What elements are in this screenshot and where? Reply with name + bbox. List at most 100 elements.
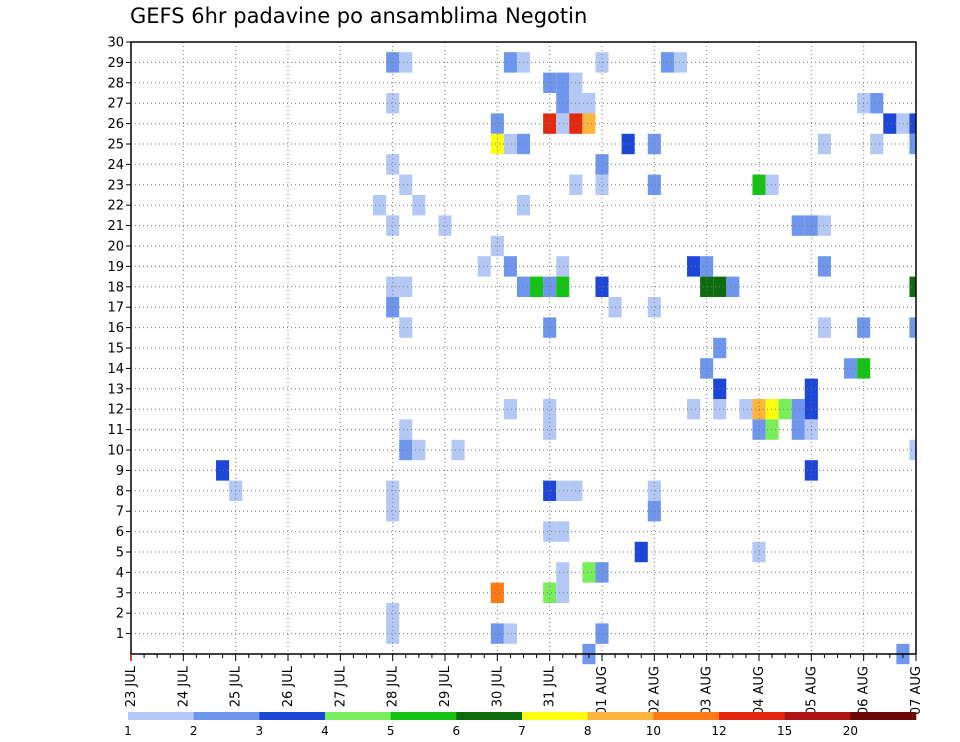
precip-cell xyxy=(909,133,916,155)
legend-label: 5 xyxy=(387,724,395,738)
precip-cell xyxy=(438,215,452,236)
y-tick-label: 15 xyxy=(107,342,124,357)
y-tick-label: 24 xyxy=(107,158,124,173)
precip-cell xyxy=(490,133,504,155)
precip-cell xyxy=(909,113,916,134)
precip-cell xyxy=(817,317,831,338)
legend-label: 6 xyxy=(453,724,461,738)
precip-cell xyxy=(647,501,661,522)
precip-cell xyxy=(817,256,831,277)
precip-cell xyxy=(791,399,805,420)
precip-cell xyxy=(595,623,609,644)
precip-cell xyxy=(399,419,413,440)
legend-swatch xyxy=(128,712,194,720)
precip-cell xyxy=(844,358,858,379)
legend-label: 20 xyxy=(843,724,858,738)
precip-cell xyxy=(647,174,661,195)
y-tick-label: 2 xyxy=(116,607,124,622)
precip-cell xyxy=(765,419,779,440)
y-tick-label: 26 xyxy=(107,117,124,132)
y-tick-label: 5 xyxy=(116,546,124,561)
y-tick-label: 16 xyxy=(107,321,124,336)
precip-cell xyxy=(556,113,570,134)
y-tick-label: 25 xyxy=(107,138,124,153)
legend-label: 3 xyxy=(256,724,264,738)
y-tick-label: 23 xyxy=(107,178,124,193)
precip-cell xyxy=(543,419,557,440)
precip-cell xyxy=(451,439,465,461)
precip-cell xyxy=(556,582,570,603)
y-axis: 1234567891011121314151617181920212223242… xyxy=(107,36,131,642)
precip-cell xyxy=(503,52,517,73)
precip-cell xyxy=(399,276,413,297)
legend-label: 10 xyxy=(646,724,661,738)
precip-cell xyxy=(399,317,413,338)
precip-cell xyxy=(687,256,701,277)
precip-cell xyxy=(909,317,916,338)
precip-cell xyxy=(543,399,557,420)
precip-cell xyxy=(490,623,504,644)
precip-cell xyxy=(556,276,570,297)
y-tick-label: 18 xyxy=(107,280,124,295)
precip-cell xyxy=(791,215,805,236)
precip-cell xyxy=(896,113,910,134)
precip-cell xyxy=(582,562,596,583)
precip-cell xyxy=(739,399,753,420)
precip-cell xyxy=(556,256,570,277)
legend-swatch xyxy=(456,712,523,720)
x-tick-label: 25 JUL xyxy=(229,665,244,707)
precip-cell xyxy=(765,174,779,195)
color-legend: 1 2 3 4 5 6 7 8 10 12 15 20 xyxy=(124,712,917,738)
y-tick-label: 7 xyxy=(116,505,124,520)
legend-swatch xyxy=(259,712,326,720)
y-tick-label: 20 xyxy=(107,240,124,255)
x-tick-label: 28 JUL xyxy=(386,665,401,707)
precip-cell xyxy=(647,133,661,155)
precip-cell xyxy=(778,399,792,420)
x-tick-label: 24 JUL xyxy=(176,665,191,707)
precip-cell xyxy=(595,562,609,583)
precip-cell xyxy=(556,562,570,583)
precip-cell xyxy=(530,276,544,297)
y-tick-label: 29 xyxy=(107,56,124,71)
precip-cell xyxy=(386,215,400,236)
precip-cell xyxy=(543,582,557,603)
y-tick-label: 21 xyxy=(107,219,124,234)
legend-swatch xyxy=(522,712,588,720)
precip-cell xyxy=(909,276,916,297)
precip-cell xyxy=(556,480,570,501)
legend-label: 4 xyxy=(321,724,329,738)
grid-lines xyxy=(131,42,916,654)
x-tick-label: 31 JUL xyxy=(543,665,558,707)
precip-cell xyxy=(503,133,517,155)
y-tick-label: 14 xyxy=(107,362,124,377)
precip-cell xyxy=(399,174,413,195)
precip-cell xyxy=(909,439,916,461)
y-tick-label: 27 xyxy=(107,97,124,112)
precip-cell xyxy=(765,399,779,420)
x-axis: 23 JUL 24 JUL 25 JUL 26 JUL 27 JUL 28 JUL 29 J… xyxy=(124,654,924,715)
legend-swatch xyxy=(390,712,457,720)
legend-swatch xyxy=(719,712,785,720)
precip-cell xyxy=(386,297,400,318)
y-tick-label: 12 xyxy=(107,403,124,418)
precip-cell xyxy=(412,195,426,216)
legend-swatch xyxy=(325,712,391,720)
legend-label: 15 xyxy=(777,724,792,738)
precip-cell xyxy=(595,154,609,175)
precip-cell xyxy=(883,113,897,134)
y-tick-label: 17 xyxy=(107,301,124,316)
precip-cell xyxy=(490,582,504,603)
x-tick-label: 05 AUG xyxy=(804,666,819,715)
x-tick-label: 29 JUL xyxy=(438,665,453,707)
y-tick-label: 9 xyxy=(116,464,124,479)
y-tick-label: 3 xyxy=(116,586,124,601)
precip-cell xyxy=(386,623,400,644)
precip-cell xyxy=(700,358,714,379)
precip-cell xyxy=(582,113,596,134)
x-tick-label: 30 JUL xyxy=(490,665,505,707)
precip-cell xyxy=(503,623,517,644)
y-tick-label: 30 xyxy=(107,36,124,51)
x-tick-label: 06 AUG xyxy=(857,666,872,715)
legend-label: 1 xyxy=(124,724,132,738)
